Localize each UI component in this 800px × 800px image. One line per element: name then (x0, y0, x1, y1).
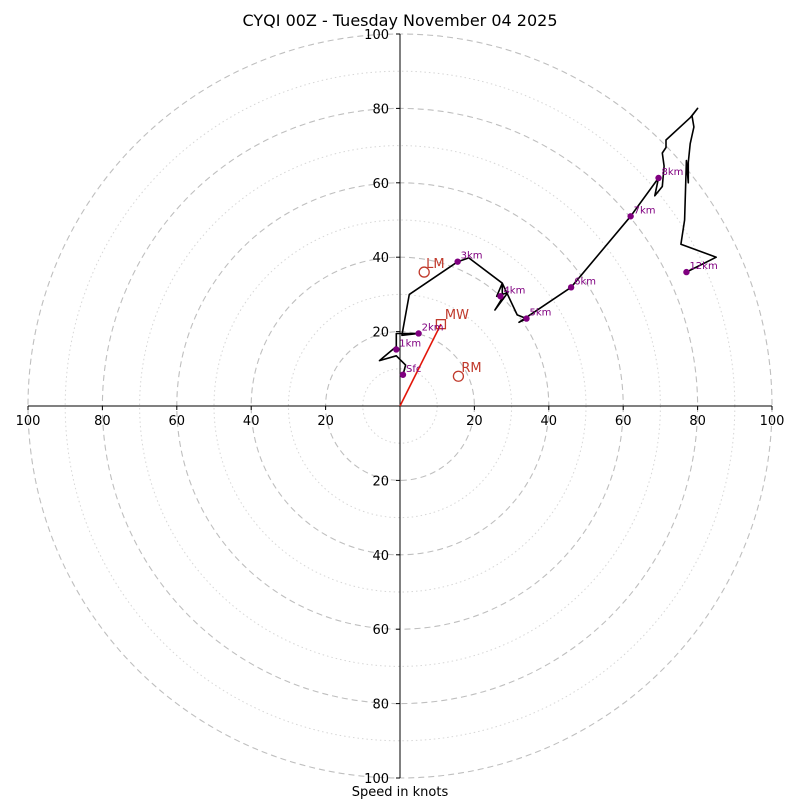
mean-wind-label: MW (445, 308, 469, 323)
wind-profile-line (378, 107, 718, 376)
height-marker-label: 7km (634, 205, 656, 216)
height-marker (415, 330, 422, 337)
x-tick-label: 20 (466, 414, 483, 429)
x-tick-label: 100 (16, 414, 41, 429)
x-axis-label: Speed in knots (352, 785, 449, 800)
y-tick-label: 20 (372, 474, 389, 489)
height-marker (393, 346, 400, 353)
y-tick-label: 100 (364, 28, 389, 43)
height-marker-label: 2km (422, 322, 444, 333)
height-marker (497, 293, 504, 300)
height-marker (567, 284, 575, 291)
y-tick-label: 40 (372, 251, 389, 266)
height-marker-label: 1km (399, 338, 421, 349)
y-tick-label: 20 (372, 326, 389, 341)
x-tick-label: 60 (169, 414, 186, 429)
y-tick-label: 80 (372, 102, 389, 117)
x-tick-label: 100 (760, 414, 785, 429)
height-marker-label: 4km (503, 285, 525, 296)
tick-labels: 100 80 60 40 20 20 40 60 80 100 100 80 60 40 20 20 40 60 8… (16, 28, 785, 787)
wind-trace (378, 107, 718, 376)
y-tick-label: 40 (372, 549, 389, 564)
y-tick-label: 60 (372, 623, 389, 638)
height-marker-label: 5km (529, 308, 551, 319)
y-tick-label: 80 (372, 698, 389, 713)
height-marker-label: 12km (689, 261, 717, 272)
height-marker (399, 371, 407, 378)
height-marker (523, 315, 530, 322)
height-marker (627, 213, 634, 220)
x-tick-label: 40 (541, 414, 558, 429)
mean-wind-vector (399, 323, 442, 407)
x-tick-label: 40 (243, 414, 260, 429)
chart-title: CYQI 00Z - Tuesday November 04 2025 (243, 11, 558, 30)
y-tick-label: 100 (364, 772, 389, 787)
height-marker-label: 8km (662, 167, 684, 178)
height-marker-label: Sfc (406, 364, 421, 375)
height-marker (655, 174, 662, 182)
y-tick-label: 60 (372, 177, 389, 192)
mean-wind-marker (435, 319, 447, 330)
height-marker (683, 268, 690, 276)
height-marker-label: 6km (574, 276, 596, 287)
height-marker-label: 3km (461, 251, 483, 262)
right-mover-label: RM (461, 361, 481, 376)
x-tick-label: 60 (615, 414, 632, 429)
storm-motion-markers: LM RM MW (399, 257, 482, 407)
left-mover-marker (418, 266, 430, 278)
height-marker (454, 258, 461, 265)
left-mover-label: LM (426, 257, 444, 272)
right-mover-marker (452, 370, 465, 382)
x-tick-label: 80 (689, 414, 706, 429)
x-tick-label: 80 (94, 414, 111, 429)
x-tick-label: 20 (317, 414, 334, 429)
